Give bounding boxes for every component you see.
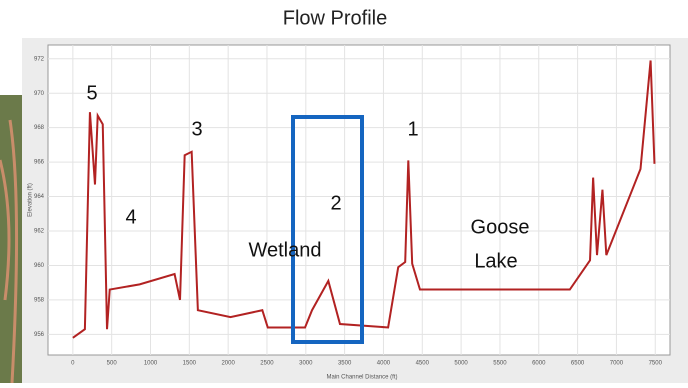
annotation: Goose: [471, 216, 530, 238]
y-tick-label: 970: [34, 91, 45, 97]
y-tick-label: 966: [34, 160, 45, 166]
annotation: 3: [191, 118, 202, 140]
x-tick-label: 1000: [144, 361, 158, 367]
annotation: 4: [125, 206, 136, 228]
x-tick-label: 1500: [183, 361, 197, 367]
x-tick-label: 4500: [416, 361, 430, 367]
map-road: [0, 119, 19, 384]
y-axis-label: Elevation (ft): [28, 183, 34, 217]
y-tick-label: 972: [34, 56, 45, 62]
x-tick-label: 2000: [221, 361, 235, 367]
x-tick-label: 4000: [377, 361, 391, 367]
y-tick-label: 956: [34, 332, 45, 338]
annotation: 1: [407, 118, 418, 140]
highlight-box: [291, 115, 364, 344]
x-tick-label: 7500: [649, 361, 663, 367]
x-tick-label: 500: [107, 361, 118, 367]
x-tick-label: 6000: [532, 361, 546, 367]
x-tick-label: 5000: [454, 361, 468, 367]
x-tick-label: 0: [71, 361, 75, 367]
annotation: Wetland: [248, 239, 321, 261]
annotation: 2: [330, 192, 341, 214]
x-axis-label: Main Channel Distance (ft): [326, 375, 397, 381]
plot-area: [47, 44, 671, 356]
x-tick-label: 7000: [610, 361, 624, 367]
y-tick-label: 962: [34, 229, 45, 235]
y-tick-label: 968: [34, 125, 45, 131]
chart-title: Flow Profile: [283, 7, 387, 29]
x-tick-label: 3500: [338, 361, 352, 367]
annotation: Lake: [474, 250, 517, 272]
annotation: 5: [86, 82, 97, 104]
x-tick-label: 2500: [260, 361, 274, 367]
y-tick-label: 958: [34, 297, 45, 303]
x-tick-label: 6500: [571, 361, 585, 367]
profile-line: [72, 60, 656, 339]
x-tick-label: 3000: [299, 361, 313, 367]
y-tick-label: 964: [34, 194, 45, 200]
x-tick-label: 5500: [493, 361, 507, 367]
y-tick-label: 960: [34, 263, 45, 269]
